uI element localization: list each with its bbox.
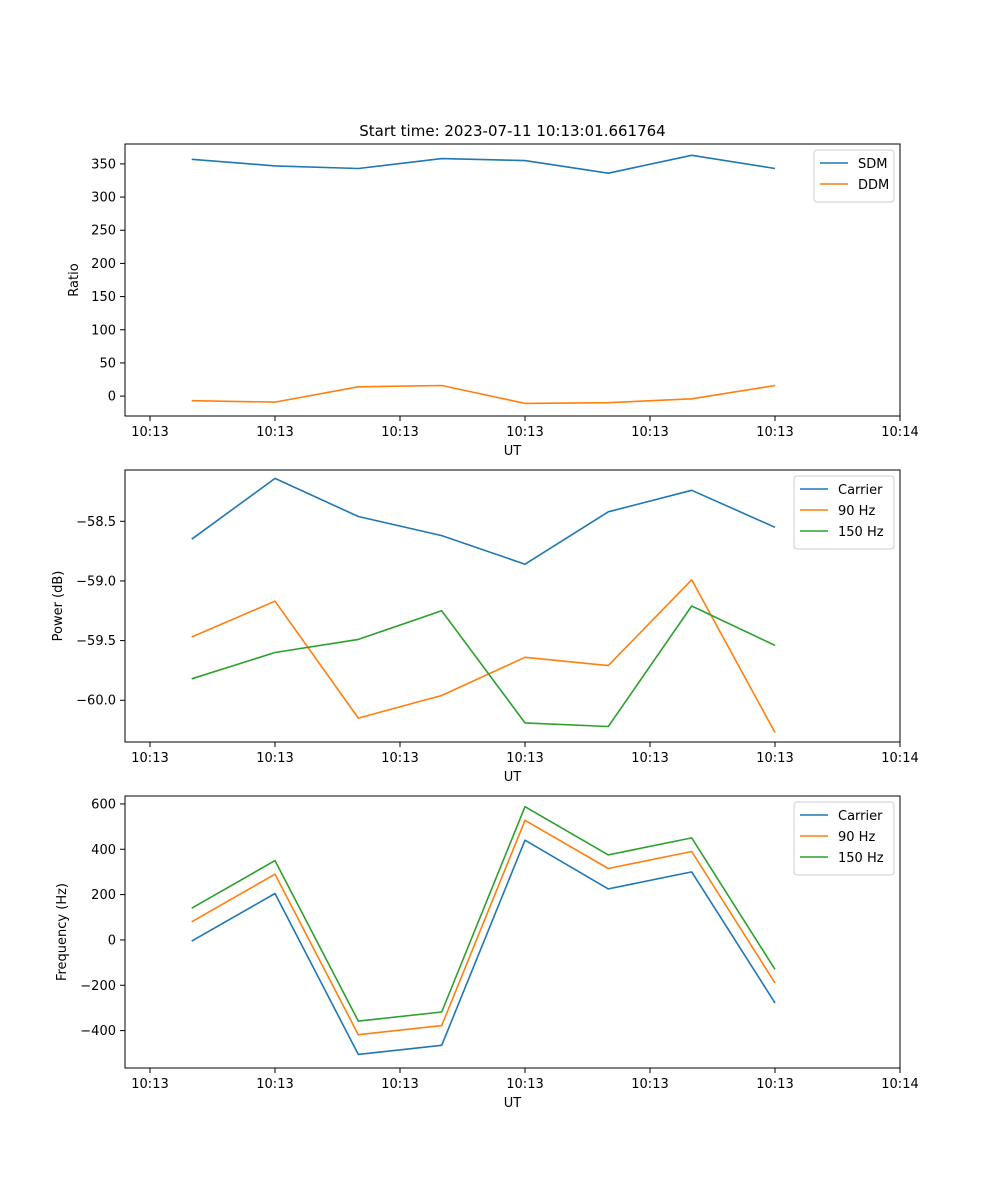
y-tick-label: 300 xyxy=(91,191,116,206)
subplot-2: 10:13 10:13 10:13 10:13 10:13 10:13 10:14 −60.0… xyxy=(51,469,919,785)
series-line-90-hz xyxy=(191,578,776,733)
x-tick-label: 10:13 xyxy=(631,425,668,440)
y-tick-label: 200 xyxy=(91,257,116,272)
y-tick-label: −60.0 xyxy=(76,694,116,709)
subplot-3: 10:13 10:13 10:13 10:13 10:13 10:13 10:14 −400 −… xyxy=(55,795,919,1111)
x-tick-label: 10:13 xyxy=(756,751,793,766)
y-tick-label: 350 xyxy=(91,157,116,172)
y-tick-label: −200 xyxy=(80,979,116,994)
x-tick-label: 10:13 xyxy=(506,751,543,766)
series-line-150-hz xyxy=(191,805,776,1022)
x-tick-label: 10:13 xyxy=(631,751,668,766)
series-line-carrier xyxy=(191,839,776,1056)
x-tick-label: 10:13 xyxy=(131,1077,168,1092)
legend: Carrier 90 Hz 150 Hz xyxy=(793,801,895,876)
y-tick-label: 250 xyxy=(91,224,116,239)
y-tick-label: 150 xyxy=(91,290,116,305)
legend: SDM DDM xyxy=(813,149,895,203)
y-tick-label: −58.5 xyxy=(76,515,116,530)
y-tick-label: −59.5 xyxy=(76,634,116,649)
legend-label: Carrier xyxy=(838,809,883,824)
y-tick-label: 0 xyxy=(108,390,116,405)
legend-label: 150 Hz xyxy=(838,851,884,866)
x-tick-label: 10:13 xyxy=(256,1077,293,1092)
subplot-1: Start time: 2023-07-11 10:13:01.661764 10… xyxy=(67,122,919,459)
y-tick-label: 0 xyxy=(108,933,116,948)
x-tick-label: 10:13 xyxy=(381,751,418,766)
y-tick-label: 200 xyxy=(91,888,116,903)
axes-frame xyxy=(124,143,901,417)
y-tick-label: −59.0 xyxy=(76,574,116,589)
series-line-ddm xyxy=(191,384,776,405)
y-tick-label: 50 xyxy=(99,356,116,371)
y-tick-label: 400 xyxy=(91,843,116,858)
legend-label: Carrier xyxy=(838,483,883,498)
x-tick-label: 10:14 xyxy=(881,751,918,766)
y-axis-label: Frequency (Hz) xyxy=(55,883,70,981)
x-tick-label: 10:13 xyxy=(631,1077,668,1092)
axes-frame xyxy=(124,795,901,1069)
x-tick-label: 10:13 xyxy=(256,751,293,766)
series-line-carrier xyxy=(191,477,776,566)
x-tick-label: 10:13 xyxy=(381,425,418,440)
y-tick-label: −400 xyxy=(80,1024,116,1039)
x-tick-label: 10:13 xyxy=(756,1077,793,1092)
x-tick-label: 10:14 xyxy=(881,425,918,440)
y-axis-label: Ratio xyxy=(67,263,82,296)
x-tick-label: 10:13 xyxy=(756,425,793,440)
x-tick-label: 10:14 xyxy=(881,1077,918,1092)
x-tick-label: 10:13 xyxy=(256,425,293,440)
legend: Carrier 90 Hz 150 Hz xyxy=(793,475,895,550)
y-tick-label: 100 xyxy=(91,323,116,338)
x-tick-label: 10:13 xyxy=(131,425,168,440)
legend-label: 150 Hz xyxy=(838,525,884,540)
x-tick-label: 10:13 xyxy=(506,425,543,440)
x-axis-label: UT xyxy=(504,770,522,785)
y-axis-label: Power (dB) xyxy=(51,571,66,642)
y-tick-label: 600 xyxy=(91,797,116,812)
legend-label: DDM xyxy=(858,178,889,193)
legend-label: 90 Hz xyxy=(838,830,875,845)
series-line-90-hz xyxy=(191,819,776,1036)
x-axis-label: UT xyxy=(504,444,522,459)
axes-frame xyxy=(124,469,901,743)
x-tick-label: 10:13 xyxy=(381,1077,418,1092)
x-tick-label: 10:13 xyxy=(506,1077,543,1092)
series-line-sdm xyxy=(191,154,776,174)
legend-label: 90 Hz xyxy=(838,504,875,519)
x-tick-label: 10:13 xyxy=(131,751,168,766)
x-axis-label: UT xyxy=(504,1096,522,1111)
legend-label: SDM xyxy=(858,157,887,172)
subplot-title: Start time: 2023-07-11 10:13:01.661764 xyxy=(359,122,665,140)
series-line-150-hz xyxy=(191,605,776,728)
